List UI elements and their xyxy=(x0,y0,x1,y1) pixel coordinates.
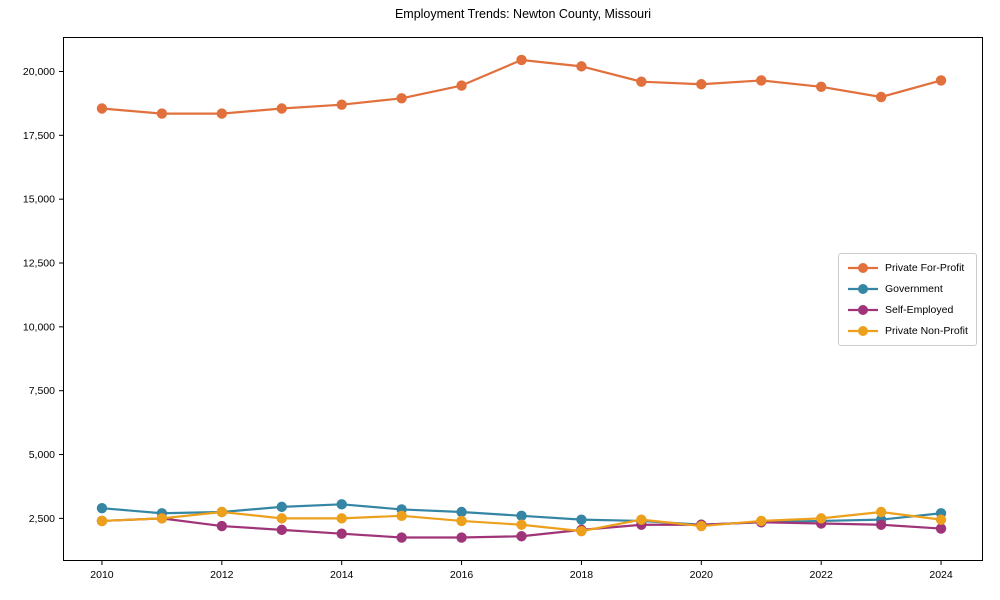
data-point-marker xyxy=(336,499,347,510)
y-tick-label: 17,500 xyxy=(23,130,55,142)
data-point-marker xyxy=(636,514,647,525)
data-point-marker xyxy=(875,91,887,103)
data-point-marker xyxy=(696,520,707,532)
legend-dot xyxy=(858,326,868,336)
legend-item-government[interactable]: Government xyxy=(848,279,976,300)
legend-dot xyxy=(858,284,868,294)
data-point-marker xyxy=(875,519,887,530)
data-point-marker xyxy=(875,506,887,518)
data-point-marker xyxy=(756,515,767,527)
data-point-marker xyxy=(156,108,168,119)
data-point-marker xyxy=(456,80,467,91)
legend-dot xyxy=(858,263,868,273)
data-point-marker xyxy=(935,514,947,525)
legend-item-private-non-profit[interactable]: Private Non-Profit xyxy=(848,321,976,342)
data-point-marker xyxy=(336,528,347,539)
data-point-marker xyxy=(396,510,407,522)
data-point-marker xyxy=(576,514,587,525)
data-point-marker xyxy=(935,523,947,534)
data-point-marker xyxy=(156,513,168,524)
data-point-marker xyxy=(276,501,287,513)
legend-label: Self-Employed xyxy=(885,304,954,316)
data-point-marker xyxy=(96,502,108,514)
x-tick-label: 2014 xyxy=(330,569,354,581)
legend-marker-line-dot-icon xyxy=(848,326,878,336)
data-point-marker xyxy=(935,75,947,86)
y-tick-label: 20,000 xyxy=(23,66,55,78)
data-point-marker xyxy=(216,506,228,518)
legend-marker-line-dot-icon xyxy=(848,284,878,294)
x-tick-label: 2016 xyxy=(450,569,474,581)
x-tick-label: 2024 xyxy=(929,569,953,581)
data-point-marker xyxy=(216,520,228,532)
data-point-marker xyxy=(456,532,467,543)
data-point-marker xyxy=(815,81,827,92)
legend-marker-line-dot-icon xyxy=(848,305,878,315)
axes-frame xyxy=(63,37,983,561)
data-point-marker xyxy=(456,506,467,518)
legend-item-self-employed[interactable]: Self-Employed xyxy=(848,300,976,321)
y-tick-label: 5,000 xyxy=(29,449,55,461)
data-point-marker xyxy=(336,99,347,110)
y-tick-label: 2,500 xyxy=(29,513,55,525)
legend-label: Private For-Profit xyxy=(885,262,965,274)
data-point-marker xyxy=(216,108,228,119)
data-point-marker xyxy=(636,76,647,87)
series-line xyxy=(101,58,942,115)
data-point-marker xyxy=(576,525,587,537)
data-point-marker xyxy=(96,515,108,527)
data-point-marker xyxy=(276,513,287,524)
data-point-marker xyxy=(815,513,827,524)
y-tick-label: 15,000 xyxy=(23,194,55,206)
x-tick-label: 2022 xyxy=(809,569,833,581)
x-tick-label: 2018 xyxy=(570,569,594,581)
x-tick-label: 2010 xyxy=(90,569,114,581)
y-tick-label: 12,500 xyxy=(23,258,55,270)
data-point-marker xyxy=(516,54,527,66)
legend-label: Private Non-Profit xyxy=(885,325,968,337)
data-point-marker xyxy=(756,75,767,86)
data-point-marker xyxy=(96,103,108,114)
data-point-marker xyxy=(576,61,587,72)
x-tick-label: 2020 xyxy=(690,569,714,581)
data-point-marker xyxy=(396,532,407,543)
data-point-marker xyxy=(696,79,707,90)
data-point-marker xyxy=(516,519,527,530)
y-tick-label: 10,000 xyxy=(23,321,55,333)
chart-title: Employment Trends: Newton County, Missou… xyxy=(394,7,652,21)
data-point-marker xyxy=(276,103,287,114)
data-point-marker xyxy=(456,515,467,527)
legend-item-private-for-profit[interactable]: Private For-Profit xyxy=(848,258,976,279)
data-point-marker xyxy=(336,513,347,524)
y-tick-label: 7,500 xyxy=(29,385,55,397)
data-point-marker xyxy=(516,510,527,522)
legend-marker-line-dot-icon xyxy=(848,263,878,273)
legend-label: Government xyxy=(885,283,943,295)
x-tick-label: 2012 xyxy=(210,569,234,581)
data-point-marker xyxy=(276,524,287,536)
data-point-marker xyxy=(516,531,527,542)
legend: Private For-Profit Government Self-Emplo… xyxy=(838,253,977,346)
legend-dot xyxy=(858,305,868,315)
data-point-marker xyxy=(396,93,407,104)
